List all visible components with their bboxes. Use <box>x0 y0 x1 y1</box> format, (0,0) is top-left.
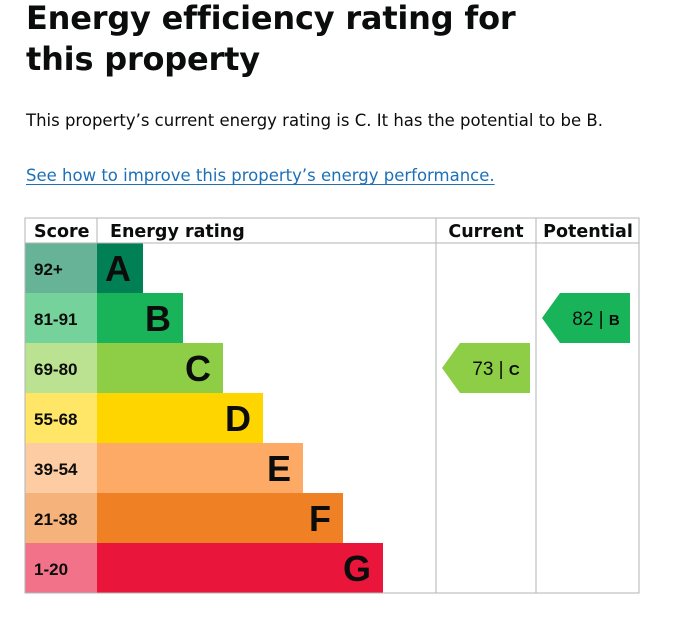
potential-arrow <box>542 293 630 343</box>
potential-rating-label: 82 | B <box>572 309 620 330</box>
rating-bar-b <box>97 293 183 343</box>
score-cell-f <box>25 493 97 543</box>
rating-letter-f: F <box>309 498 331 539</box>
score-label-b: 81-91 <box>34 310 77 329</box>
rating-bar-d <box>97 393 263 443</box>
score-label-a: 92+ <box>34 260 63 279</box>
rating-letter-b: B <box>145 298 171 339</box>
score-label-c: 69-80 <box>34 360 77 379</box>
rating-letter-d: D <box>225 398 251 439</box>
rating-letter-c: C <box>185 348 211 389</box>
rating-bar-c <box>97 343 223 393</box>
header-potential: Potential <box>543 222 633 242</box>
header-energy-rating: Energy rating <box>110 222 245 242</box>
potential-rating-band: B <box>609 312 620 329</box>
score-cell-d <box>25 393 97 443</box>
rating-letter-a: A <box>105 248 131 289</box>
score-cell-a <box>25 243 97 293</box>
current-rating-label: 73 | C <box>472 359 520 380</box>
rating-bar-g <box>97 543 383 593</box>
rating-letter-e: E <box>267 448 291 489</box>
rating-summary: This property’s current energy rating is… <box>26 111 603 130</box>
header-current: Current <box>448 222 523 242</box>
header-score: Score <box>34 222 90 242</box>
rating-bar-f <box>97 493 343 543</box>
rating-bar-e <box>97 443 303 493</box>
score-label-d: 55-68 <box>34 410 77 429</box>
score-cell-g <box>25 543 97 593</box>
current-rating-band: C <box>509 362 520 379</box>
score-label-g: 1-20 <box>34 560 68 579</box>
score-cell-b <box>25 293 97 343</box>
epc-rating-chart: Score Energy rating Current Potential 92+ A 81… <box>24 217 640 594</box>
score-cell-c <box>25 343 97 393</box>
rating-bar-a <box>97 243 143 293</box>
current-arrow <box>442 343 530 393</box>
score-label-f: 21-38 <box>34 510 77 529</box>
improve-performance-link[interactable]: See how to improve this property’s energ… <box>26 166 495 185</box>
rating-letter-g: G <box>343 548 371 589</box>
page-title: Energy efficiency rating for this proper… <box>26 0 516 78</box>
chart-border <box>24 217 640 594</box>
score-label-e: 39-54 <box>34 460 78 479</box>
score-cell-e <box>25 443 97 493</box>
